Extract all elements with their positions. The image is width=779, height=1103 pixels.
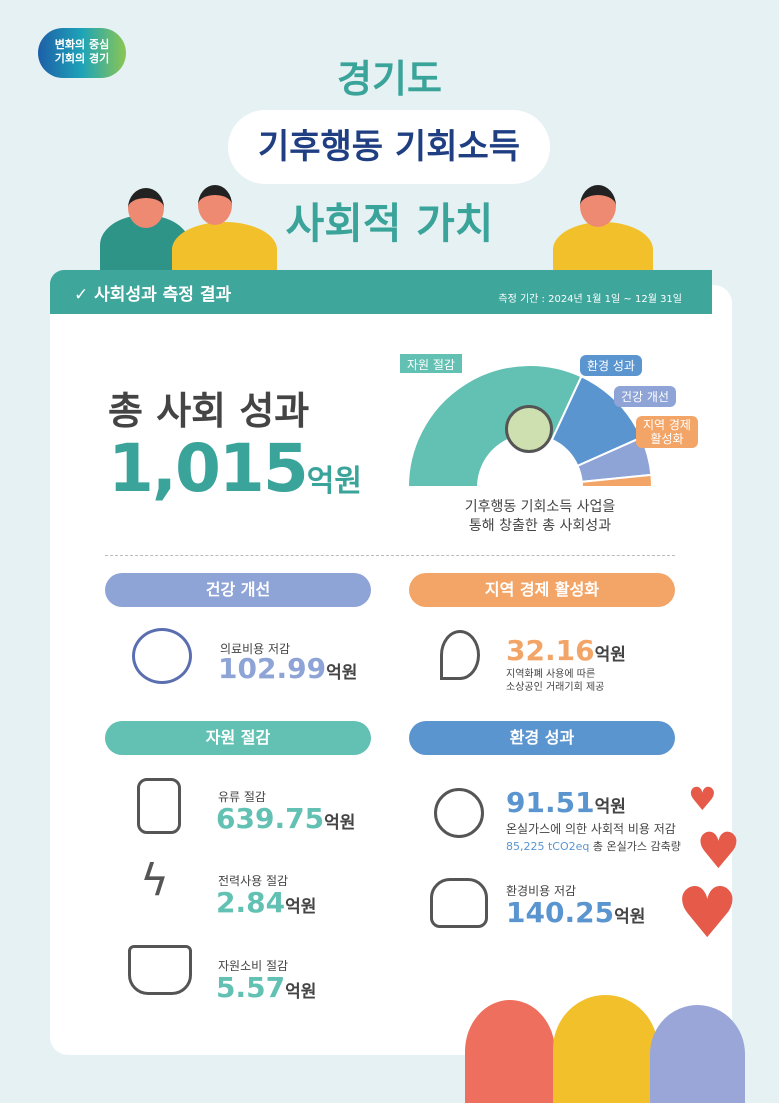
value-number: 639.75 <box>216 802 325 835</box>
title-program: 기후행동 기회소득 <box>228 110 550 184</box>
person-head <box>198 185 232 225</box>
desc-line: 소상공인 거래기회 제공 <box>506 682 605 693</box>
resource-value: 5.57억원 <box>216 971 316 1004</box>
tag-regional: 지역 경제 활성화 <box>636 416 698 448</box>
env-value: 140.25억원 <box>506 896 645 929</box>
check-circle-icon: ✓ <box>74 285 95 305</box>
total-value: 1,015억원 <box>108 430 362 507</box>
people-illustration <box>650 1005 745 1103</box>
category-resource: 자원 절감 <box>105 721 371 755</box>
results-header-band: ✓ 사회성과 측정 결과 측정 기간 : 2024년 1월 1일 ~ 12월 3… <box>50 270 712 314</box>
semi-donut-chart <box>406 364 654 488</box>
value-number: 5.57 <box>216 971 286 1004</box>
env-label: 환경비용 저감 <box>506 884 577 898</box>
title-social-value: 사회적 가치 <box>285 199 494 248</box>
title-gyeonggi: 경기도 <box>337 57 442 101</box>
env-co2: 85,225 tCO2eq 총 온실가스 감축량 <box>506 838 681 854</box>
hand-plant-icon <box>128 945 192 995</box>
measurement-period: 측정 기간 : 2024년 1월 1일 ~ 12월 31일 <box>498 294 682 305</box>
resource-label: 유류 절감 <box>218 790 266 804</box>
health-label: 의료비용 저감 <box>220 642 291 656</box>
heart-icon: ♥ <box>688 780 717 818</box>
value-number: 91.51 <box>506 786 595 819</box>
value-unit: 억원 <box>326 663 358 683</box>
co2-value: 85,225 tCO2eq <box>506 840 590 853</box>
regional-value: 32.16억원 <box>506 634 626 667</box>
value-unit: 억원 <box>285 982 317 1002</box>
tag-environment: 환경 성과 <box>580 355 642 376</box>
value-number: 32.16 <box>506 634 595 667</box>
people-illustration <box>465 1000 555 1103</box>
person-head <box>580 185 616 227</box>
hands-earth-icon <box>430 878 488 928</box>
smiley-heart-icon: ♥ <box>676 872 739 954</box>
band-title: 사회성과 측정 결과 <box>94 285 232 305</box>
value-unit: 억원 <box>285 897 317 917</box>
total-number: 1,015 <box>108 430 309 507</box>
value-unit: 억원 <box>614 907 646 927</box>
value-number: 140.25 <box>506 896 615 929</box>
co2-desc: 총 온실가스 감축량 <box>592 840 681 853</box>
person-illustration <box>172 222 277 277</box>
oil-barrel-icon <box>137 778 181 834</box>
env-value: 91.51억원 <box>506 786 626 819</box>
caption-line: 기후행동 기회소득 사업을 <box>464 499 616 515</box>
resource-value: 639.75억원 <box>216 802 355 835</box>
logo: 변화의 중심 기회의 경기 <box>38 28 126 78</box>
value-unit: 억원 <box>324 813 356 833</box>
total-unit: 억원 <box>306 464 362 499</box>
value-number: 102.99 <box>218 652 327 685</box>
tag-text: 자원 절감 <box>407 358 455 372</box>
value-unit: 억원 <box>594 645 626 665</box>
caption-line: 통해 창출한 총 사회성과 <box>468 518 612 534</box>
total-label: 총 사회 성과 <box>108 389 310 433</box>
category-health: 건강 개선 <box>105 573 371 607</box>
slice-3 <box>580 473 654 488</box>
resource-label: 자원소비 절감 <box>218 959 289 973</box>
electricity-icon: ϟ <box>140 855 170 906</box>
category-regional: 지역 경제 활성화 <box>409 573 675 607</box>
heart-icon: ♥ <box>696 822 741 880</box>
desc-line: 지역화폐 사용에 따른 <box>506 669 596 680</box>
value-unit: 억원 <box>594 797 626 817</box>
band-title-wrap: ✓ 사회성과 측정 결과 <box>74 280 231 305</box>
resource-label: 전력사용 절감 <box>218 874 289 888</box>
value-number: 2.84 <box>216 886 286 919</box>
medical-cost-icon <box>132 628 192 684</box>
globe-plant-icon <box>505 405 553 453</box>
resource-value: 2.84억원 <box>216 886 316 919</box>
person-illustration <box>553 222 653 277</box>
health-value: 102.99억원 <box>218 652 357 685</box>
env-desc: 온실가스에 의한 사회적 비용 저감 <box>506 822 676 836</box>
people-illustration <box>553 995 658 1103</box>
slice-0 <box>406 364 583 488</box>
divider <box>105 555 675 556</box>
tag-health: 건강 개선 <box>614 386 676 407</box>
earth-cloud-icon <box>434 788 484 838</box>
tag-resource: 자원 절감 <box>400 354 462 373</box>
location-money-icon <box>440 630 480 680</box>
category-environment: 환경 성과 <box>409 721 675 755</box>
person-head <box>128 188 164 228</box>
